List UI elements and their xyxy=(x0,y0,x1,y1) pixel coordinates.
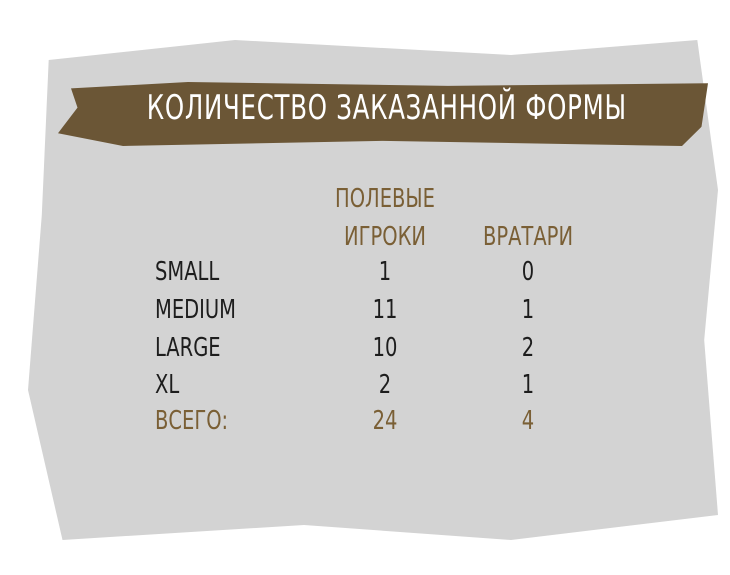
row-size: SMALL xyxy=(155,257,220,287)
total-field: 24 xyxy=(372,406,398,436)
total-label: ВСЕГО: xyxy=(155,406,229,436)
row-goalies: 1 xyxy=(521,295,535,325)
header-goalies: ВРАТАРИ xyxy=(482,222,574,252)
row-size: LARGE xyxy=(155,333,221,363)
total-goalies: 4 xyxy=(521,406,535,436)
row-goalies: 1 xyxy=(521,370,535,400)
header-field-players-line2: ИГРОКИ xyxy=(343,222,427,252)
row-field: 11 xyxy=(372,295,398,325)
row-goalies: 0 xyxy=(521,257,535,287)
row-goalies: 2 xyxy=(521,333,535,363)
row-field: 2 xyxy=(378,370,392,400)
title-banner xyxy=(58,82,708,146)
page-title: КОЛИЧЕСТВО ЗАКАЗАННОЙ ФОРМЫ xyxy=(146,88,627,128)
header-field-players-line1: ПОЛЕВЫЕ xyxy=(335,184,435,214)
row-size: XL xyxy=(155,370,180,400)
row-field: 10 xyxy=(372,333,398,363)
row-size: MEDIUM xyxy=(155,295,237,325)
row-field: 1 xyxy=(378,257,392,287)
